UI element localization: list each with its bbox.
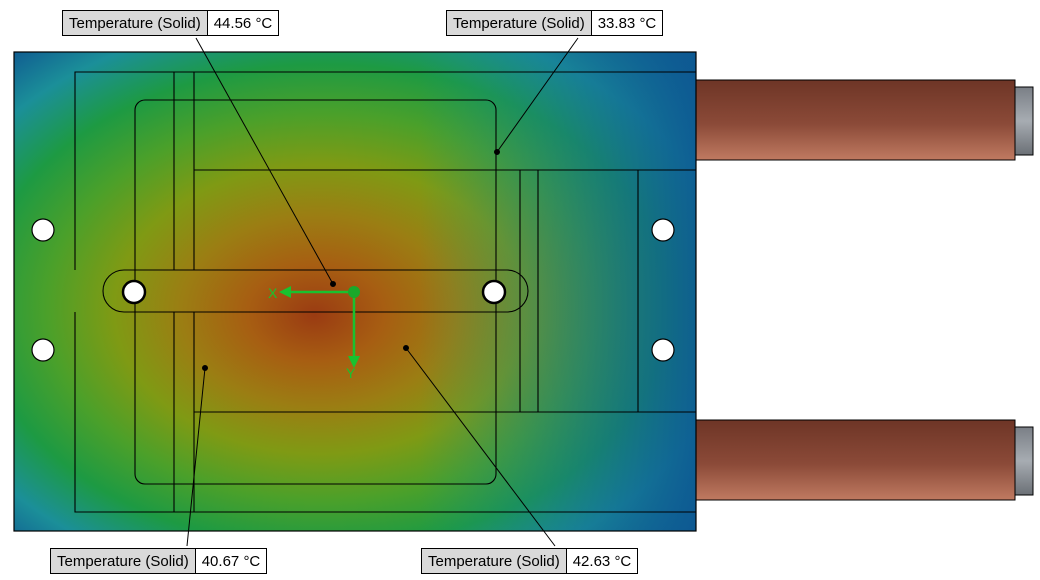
probe-point <box>494 149 500 155</box>
probe-value-number: 40.67 <box>201 553 240 570</box>
probe-value-number: 44.56 <box>213 15 252 32</box>
y-axis-label: Y <box>346 365 356 381</box>
probe-value: 44.56 °C <box>207 11 279 35</box>
probe-name: Temperature (Solid) <box>63 11 208 35</box>
hole <box>31 218 55 242</box>
probe-value-unit: °C <box>614 553 632 570</box>
probe-value-unit: °C <box>639 15 657 32</box>
hole <box>121 279 147 305</box>
probe-point <box>403 345 409 351</box>
probe-label-2: Temperature (Solid) 33.83 °C <box>446 10 664 36</box>
probe-value: 40.67 °C <box>195 549 267 573</box>
probe-label-4: Temperature (Solid) 42.63 °C <box>421 548 639 574</box>
hole <box>31 338 55 362</box>
probe-label-3: Temperature (Solid) 40.67 °C <box>50 548 268 574</box>
heat-pipe-top <box>694 79 1034 161</box>
probe-value-unit: °C <box>243 553 261 570</box>
probe-name: Temperature (Solid) <box>51 549 196 573</box>
heat-pipe-bottom <box>694 419 1034 501</box>
probe-point <box>202 365 208 371</box>
hole <box>651 218 675 242</box>
coordinate-triad-icon: X Y <box>268 285 360 381</box>
probe-name: Temperature (Solid) <box>447 11 592 35</box>
probe-value-number: 42.63 <box>572 553 611 570</box>
probe-point <box>330 281 336 287</box>
probe-value-unit: °C <box>255 15 273 32</box>
mounting-holes <box>31 218 675 362</box>
x-axis-label: X <box>268 285 278 301</box>
probe-value-number: 33.83 <box>597 15 636 32</box>
probe-value: 42.63 °C <box>566 549 638 573</box>
hole <box>481 279 507 305</box>
probe-label-1: Temperature (Solid) 44.56 °C <box>62 10 280 36</box>
probe-name: Temperature (Solid) <box>422 549 567 573</box>
hole <box>651 338 675 362</box>
probe-value: 33.83 °C <box>591 11 663 35</box>
probe-leaders <box>186 37 579 547</box>
